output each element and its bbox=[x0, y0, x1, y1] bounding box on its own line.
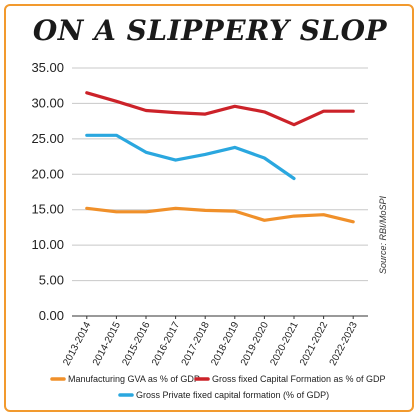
y-tick-label: 15.00 bbox=[31, 202, 64, 217]
chart-frame bbox=[4, 4, 414, 412]
x-tick-label: 2017-2018 bbox=[180, 320, 212, 368]
grid-lines bbox=[72, 67, 368, 317]
y-tick-label: 35.00 bbox=[31, 60, 64, 75]
series-line-3 bbox=[85, 133, 296, 181]
legend-label: Manufacturing GVA as % of GDP bbox=[68, 374, 200, 384]
legend-label: Gross Private fixed capital formation (%… bbox=[136, 390, 329, 400]
x-tick-label: 2022-2023 bbox=[328, 320, 360, 368]
chart-title: ON A SLIPPERY SLOP bbox=[32, 14, 388, 47]
y-tick-label: 25.00 bbox=[31, 131, 64, 146]
series-line-1 bbox=[85, 206, 355, 224]
y-tick-label: 5.00 bbox=[39, 273, 64, 288]
legend-label: Gross fixed Capital Formation as % of GD… bbox=[212, 374, 386, 384]
x-tick-label: 2018-2019 bbox=[209, 320, 241, 368]
x-tick-label: 2015-2016 bbox=[120, 320, 152, 368]
x-tick-label: 2021-2022 bbox=[298, 320, 330, 368]
y-tick-label: 0.00 bbox=[39, 308, 64, 323]
series-lines bbox=[85, 91, 355, 224]
x-axis: 2013-20142014-20152015-20162016-20172017… bbox=[61, 316, 360, 368]
y-tick-label: 20.00 bbox=[31, 166, 64, 181]
x-tick-label: 2013-2014 bbox=[61, 320, 93, 368]
x-tick-label: 2019-2020 bbox=[239, 320, 271, 368]
series-line-2 bbox=[85, 91, 355, 127]
y-axis: 35.00 30.00 25.00 20.00 15.00 10.00 5.00 0.00 bbox=[31, 60, 64, 323]
legend: Manufacturing GVA as % of GDP Gross fixed… bbox=[50, 374, 386, 400]
y-tick-label: 10.00 bbox=[31, 237, 64, 252]
source-note: Source: RBI/MoSPI bbox=[378, 195, 388, 274]
x-tick-label: 2014-2015 bbox=[91, 320, 123, 368]
x-tick-label: 2020-2021 bbox=[268, 320, 300, 368]
y-tick-label: 30.00 bbox=[31, 95, 64, 110]
x-tick-label: 2016-2017 bbox=[150, 320, 182, 368]
